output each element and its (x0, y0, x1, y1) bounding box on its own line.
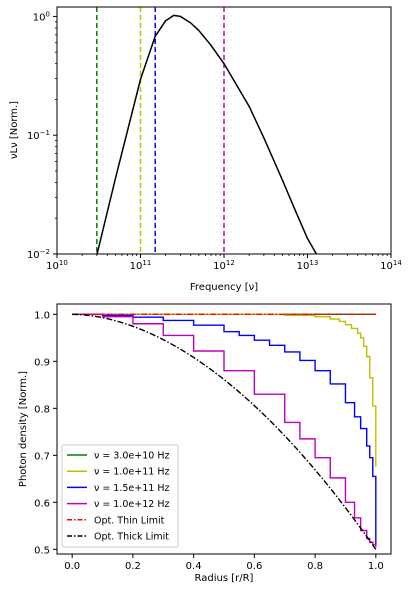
photon-density-x-tick-label-1: 0.2 (125, 561, 141, 572)
photon-density-y-tick-label-3: 0.8 (34, 404, 50, 415)
legend-box (61, 444, 179, 548)
spectrum-plot-area (96, 7, 318, 254)
spectrum-x-axis-label: Frequency [ν] (190, 282, 258, 293)
spectrum-x-tick-label-0: 1010 (46, 259, 68, 272)
photon-density-y-tick-label-5: 1.0 (34, 310, 50, 321)
legend-label-1: ν = 1.0e+11 Hz (94, 467, 169, 478)
legend: ν = 3.0e+10 Hz ν = 1.0e+11 Hz ν = 1.5e+11 … (61, 444, 179, 548)
photon-density-y-tick-label-2: 0.7 (34, 451, 50, 462)
spectrum-x-tick-label-4: 1014 (380, 259, 402, 272)
series-line-2 (72, 313, 377, 545)
legend-label-3: ν = 1.0e+12 Hz (94, 499, 169, 510)
photon-density-panel: 0.0 0.2 0.4 0.6 0.8 1.0 0.5 0.6 0.7 0.8 0.9 1.0 Ra… (18, 303, 392, 584)
spectrum-y-axis-label: νLν [Norm.] (9, 101, 20, 159)
photon-density-x-tick-label-3: 0.6 (246, 561, 262, 572)
legend-label-4: Opt. Thin Limit (94, 515, 165, 526)
photon-density-x-ticks: 0.0 0.2 0.4 0.6 0.8 1.0 (64, 554, 384, 572)
spectrum-y-tick-label-0: 10−2 (27, 248, 50, 261)
photon-density-y-axis-label: Photon density [Norm.] (18, 371, 29, 487)
photon-density-x-tick-label-2: 0.4 (186, 561, 202, 572)
spectrum-y-ticks: 10−2 10−1 100 (27, 10, 57, 261)
legend-items: ν = 3.0e+10 Hz ν = 1.0e+11 Hz ν = 1.5e+11 … (67, 451, 169, 543)
photon-density-axes-frame (56, 303, 392, 555)
legend-label-0: ν = 3.0e+10 Hz (94, 451, 169, 462)
photon-density-plot-area (72, 313, 377, 550)
spectrum-x-tick-label-3: 1013 (297, 259, 319, 272)
photon-density-y-tick-label-4: 0.9 (34, 357, 50, 368)
photon-density-x-axis-label: Radius [r/R] (195, 573, 254, 584)
photon-density-x-tick-label-4: 0.8 (307, 561, 323, 572)
spectrum-panel: 1010 1011 1012 1013 1014 10−2 10−1 100 Frequen… (9, 6, 402, 293)
spectrum-curve (96, 14, 318, 254)
spectrum-x-tick-label-1: 1011 (130, 259, 152, 272)
photon-density-y-tick-label-1: 0.6 (34, 498, 50, 509)
series-line-1 (72, 313, 377, 468)
legend-label-5: Opt. Thick Limit (94, 532, 169, 543)
spectrum-y-tick-label-2: 100 (33, 10, 50, 23)
spectrum-x-tick-label-2: 1012 (213, 259, 235, 272)
legend-label-2: ν = 1.5e+11 Hz (94, 483, 169, 494)
series-line-5 (72, 313, 377, 550)
spectrum-y-tick-label-1: 10−1 (27, 129, 50, 142)
photon-density-y-tick-label-0: 0.5 (34, 545, 50, 556)
photon-density-x-tick-label-5: 1.0 (368, 561, 384, 572)
spectrum-x-ticks: 1010 1011 1012 1013 1014 (46, 254, 402, 272)
photon-density-y-ticks: 0.5 0.6 0.7 0.8 0.9 1.0 (34, 310, 57, 556)
photon-density-x-tick-label-0: 0.0 (64, 561, 80, 572)
